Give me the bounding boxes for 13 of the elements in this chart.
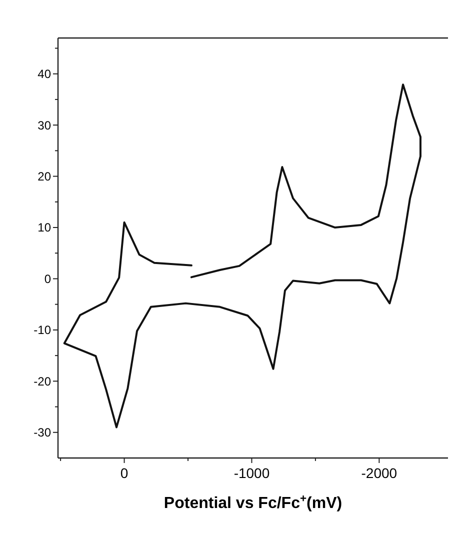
y-tick-label: 0 (44, 272, 52, 286)
y-tick-label: 20 (38, 169, 52, 184)
x-tick-label: -2000 (361, 465, 398, 481)
y-tick-label: 10 (38, 220, 52, 235)
x-tick-label: 0 (120, 465, 128, 481)
y-tick-label: -30 (34, 426, 52, 440)
x-tick-label: -1000 (234, 465, 270, 481)
y-tick-label: 30 (38, 118, 52, 132)
y-tick-label: -10 (34, 323, 52, 338)
x-axis-title: Potential vs Fc/Fc$^{+}$(mV) (164, 493, 342, 512)
line-series (63, 84, 422, 428)
y-tick-label: 40 (38, 67, 52, 82)
y-tick-label: -20 (34, 374, 52, 388)
